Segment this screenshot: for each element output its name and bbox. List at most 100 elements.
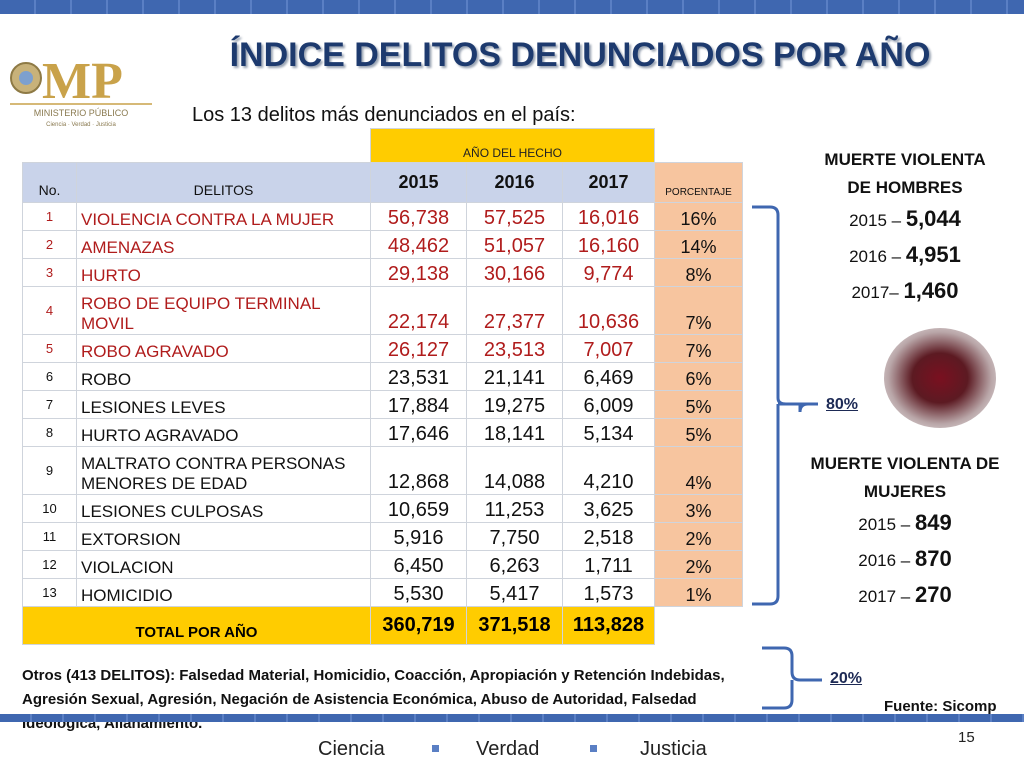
- crime-name-line: HOMICIDIO: [81, 586, 173, 605]
- page-title: ÍNDICE DELITOS DENUNCIADOS POR AÑO: [229, 36, 931, 74]
- table-row: 5 ROBO AGRAVADO 26,127 23,513 7,007 7%: [22, 334, 743, 363]
- men-row-2015: 2015 – 5,044: [849, 206, 961, 231]
- row-number: 4: [22, 286, 77, 335]
- percent-value: 2%: [654, 522, 743, 551]
- men-heading-2: DE HOMBRES: [847, 178, 963, 197]
- header-year-2015: 2015: [370, 162, 467, 203]
- footer-word-justicia: Justicia: [640, 738, 707, 760]
- header-no: No.: [22, 162, 77, 203]
- crime-name: LESIONES CULPOSAS: [76, 494, 371, 523]
- header-year-2016: 2016: [466, 162, 563, 203]
- table-row: 10 LESIONES CULPOSAS 10,659 11,253 3,625 3%: [22, 494, 743, 523]
- value-2016: 27,377: [466, 286, 563, 335]
- value-2016: 51,057: [466, 230, 563, 259]
- women-heading-1: MUERTE VIOLENTA DE: [810, 454, 1000, 473]
- value-2017: 1,573: [562, 578, 655, 607]
- page-subtitle: Los 13 delitos más denunciados en el paí…: [192, 104, 576, 126]
- crime-name-line: VIOLACION: [81, 558, 174, 577]
- table-row: 9 MALTRATO CONTRA PERSONAS MENORES DE EDAD…: [22, 446, 743, 495]
- value-2015: 17,646: [370, 418, 467, 447]
- value-2015: 56,738: [370, 202, 467, 231]
- women-row-2017: 2017 – 270: [858, 582, 952, 607]
- percent-value: 1%: [654, 578, 743, 607]
- footer-square-icon: [590, 745, 597, 752]
- value-2016: 6,263: [466, 550, 563, 579]
- value-2016: 21,141: [466, 362, 563, 391]
- crime-name-line: HURTO AGRAVADO: [81, 426, 239, 445]
- women-heading-2: MUJERES: [863, 482, 947, 501]
- decorative-stain-image: [884, 328, 996, 428]
- crime-name-line: HURTO: [81, 266, 141, 285]
- men-row-2016: 2016 – 4,951: [849, 242, 961, 267]
- table-row: 11 EXTORSION 5,916 7,750 2,518 2%: [22, 522, 743, 551]
- women-violent-deaths: MUERTE VIOLENTA DE MUJERES 2015 – 849 20…: [790, 450, 1020, 614]
- crime-name-line: EXTORSION: [81, 530, 181, 549]
- row-number: 11: [22, 522, 77, 551]
- footer-word-verdad: Verdad: [476, 738, 540, 760]
- crime-name: ROBO DE EQUIPO TERMINAL MOVIL: [76, 286, 371, 335]
- source-note: Fuente: Sicomp: [884, 698, 997, 715]
- value-2017: 7,007: [562, 334, 655, 363]
- page-number: 15: [958, 729, 975, 746]
- table-body: 1 VIOLENCIA CONTRA LA MUJER 56,738 57,525 16…: [22, 202, 743, 607]
- table-row: 8 HURTO AGRAVADO 17,646 18,141 5,134 5%: [22, 418, 743, 447]
- table-row: 6 ROBO 23,531 21,141 6,469 6%: [22, 362, 743, 391]
- crime-name-line: ROBO: [81, 370, 132, 389]
- crime-name: MALTRATO CONTRA PERSONAS MENORES DE EDAD: [76, 446, 371, 495]
- footer-square-icon: [432, 745, 439, 752]
- row-number: 3: [22, 258, 77, 287]
- others-note: Otros (413 DELITOS): Falsedad Material, …: [22, 667, 725, 732]
- percent-value: 2%: [654, 550, 743, 579]
- table-row: 12 VIOLACION 6,450 6,263 1,711 2%: [22, 550, 743, 579]
- crime-name: VIOLACION: [76, 550, 371, 579]
- bracket-80-label: 80%: [826, 396, 859, 413]
- header-porcentaje: PORCENTAJE: [654, 162, 743, 203]
- table-row: 3 HURTO 29,138 30,166 9,774 8%: [22, 258, 743, 287]
- mp-logo: MP MINISTERIO PÚBLICO Ciencia · Verdad ·…: [10, 53, 152, 128]
- table-header-row: No. DELITOS 2015 2016 2017 PORCENTAJE: [22, 162, 743, 203]
- row-number: 6: [22, 362, 77, 391]
- value-2016: 30,166: [466, 258, 563, 287]
- bracket-20-label: 20%: [830, 670, 863, 687]
- row-number: 1: [22, 202, 77, 231]
- value-2015: 23,531: [370, 362, 467, 391]
- percent-value: 8%: [654, 258, 743, 287]
- value-2016: 5,417: [466, 578, 563, 607]
- value-2015: 26,127: [370, 334, 467, 363]
- crime-name: HOMICIDIO: [76, 578, 371, 607]
- value-2017: 16,160: [562, 230, 655, 259]
- percent-value: 6%: [654, 362, 743, 391]
- value-2017: 2,518: [562, 522, 655, 551]
- crime-name: EXTORSION: [76, 522, 371, 551]
- value-2016: 14,088: [466, 446, 563, 495]
- value-2017: 3,625: [562, 494, 655, 523]
- value-2017: 16,016: [562, 202, 655, 231]
- women-row-2015: 2015 – 849: [858, 510, 952, 535]
- crime-name: AMENAZAS: [76, 230, 371, 259]
- value-2017: 5,134: [562, 418, 655, 447]
- value-2015: 29,138: [370, 258, 467, 287]
- value-2016: 23,513: [466, 334, 563, 363]
- crime-name: LESIONES LEVES: [76, 390, 371, 419]
- value-2017: 1,711: [562, 550, 655, 579]
- value-2015: 17,884: [370, 390, 467, 419]
- crime-name-line: ROBO AGRAVADO: [81, 342, 229, 361]
- men-row-2017: 2017– 1,460: [851, 278, 959, 303]
- header-delitos: DELITOS: [76, 162, 371, 203]
- value-2016: 57,525: [466, 202, 563, 231]
- total-row: TOTAL POR AÑO 360,719 371,518 113,828: [22, 606, 743, 645]
- row-number: 2: [22, 230, 77, 259]
- crime-name-line: MOVIL: [81, 314, 134, 333]
- logo-name: MINISTERIO PÚBLICO: [34, 108, 129, 118]
- crime-name-line: LESIONES CULPOSAS: [81, 502, 264, 521]
- percent-value: 14%: [654, 230, 743, 259]
- row-number: 10: [22, 494, 77, 523]
- bracket-20-icon: [762, 646, 822, 710]
- crimes-table: AÑO DEL HECHO No. DELITOS 2015 2016 2017…: [22, 128, 743, 645]
- total-2015: 360,719: [370, 606, 467, 645]
- percent-value: 5%: [654, 390, 743, 419]
- value-2015: 5,916: [370, 522, 467, 551]
- top-decorative-stripe: [0, 0, 1024, 14]
- row-number: 8: [22, 418, 77, 447]
